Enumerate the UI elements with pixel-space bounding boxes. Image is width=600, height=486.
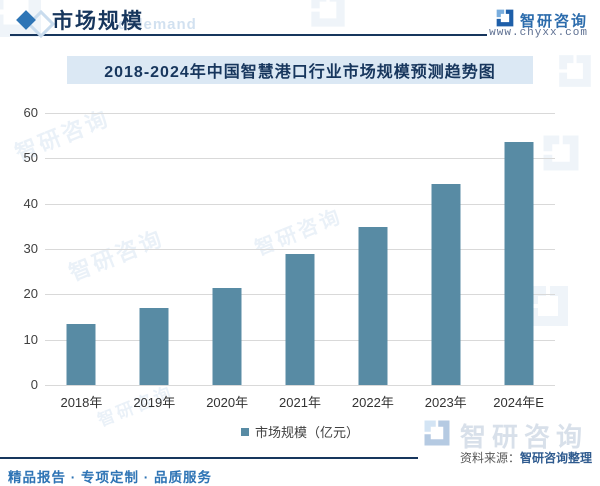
chart-title-band: 2018-2024年中国智慧港口行业市场规模预测趋势图 bbox=[67, 56, 533, 84]
plot-area bbox=[45, 113, 555, 386]
bar-2022年 bbox=[358, 227, 388, 385]
bar-column bbox=[191, 113, 264, 385]
footer-divider bbox=[0, 457, 418, 459]
gridline bbox=[45, 203, 555, 205]
brand-logo[interactable]: 智研咨询 bbox=[495, 8, 588, 33]
y-tick-label: 60 bbox=[23, 105, 38, 120]
brand-website-link[interactable]: www.chyxx.com bbox=[489, 27, 588, 39]
y-axis-labels: 0 10 20 30 40 50 60 bbox=[0, 105, 38, 392]
bar-column bbox=[45, 113, 118, 385]
x-tick-label: 2022年 bbox=[351, 395, 394, 410]
x-axis-labels: 2018年 2019年 2020年 2021年 2022年 2023年 2024年E bbox=[45, 392, 555, 411]
background-watermark-logo-icon bbox=[308, 0, 348, 35]
source-label: 资料来源： bbox=[459, 451, 520, 465]
y-tick-label: 40 bbox=[23, 195, 38, 211]
y-tick-label: 50 bbox=[23, 150, 38, 166]
bar-column bbox=[264, 113, 337, 385]
footer-motto: 精品报告 · 专项定制 · 品质服务 bbox=[8, 470, 212, 485]
bar-2024年E bbox=[504, 142, 534, 385]
bar-2021年 bbox=[285, 253, 315, 385]
y-tick-label: 30 bbox=[23, 241, 38, 256]
brand-name: 智研咨询 bbox=[519, 13, 588, 30]
legend-swatch bbox=[240, 427, 249, 436]
footer-watermark-text: 智研咨询 bbox=[459, 422, 588, 452]
bar-2018年 bbox=[66, 324, 96, 385]
chart-legend: 市场规模（亿元） bbox=[0, 422, 600, 441]
brand-logo-icon bbox=[495, 8, 515, 33]
x-tick-label: 2021年 bbox=[279, 395, 321, 410]
footer-watermark-logo-icon bbox=[422, 418, 452, 453]
header-watermark-text: d demand bbox=[118, 16, 197, 33]
x-tick-label: 2023年 bbox=[424, 395, 467, 410]
y-tick-label: 20 bbox=[23, 286, 38, 302]
x-tick-label: 2020年 bbox=[206, 395, 249, 410]
bar-column bbox=[336, 113, 409, 385]
bar-2019年 bbox=[139, 308, 169, 385]
gridline bbox=[45, 113, 555, 114]
y-tick-label: 0 bbox=[30, 377, 38, 392]
bar-column bbox=[482, 113, 555, 385]
footer-brand-watermark: 智研咨询 bbox=[422, 417, 588, 454]
legend-label: 市场规模（亿元） bbox=[254, 425, 359, 440]
data-source: 资料来源：智研咨询整理 bbox=[460, 449, 592, 466]
gridline bbox=[45, 385, 555, 386]
gridline bbox=[45, 249, 555, 250]
x-tick-label: 2024年E bbox=[493, 395, 544, 410]
gridline bbox=[45, 158, 555, 160]
bar-2023年 bbox=[431, 184, 461, 385]
header-divider bbox=[10, 34, 487, 36]
bar-column bbox=[118, 113, 191, 385]
x-tick-label: 2019年 bbox=[133, 395, 176, 410]
x-tick-label: 2018年 bbox=[60, 395, 103, 410]
chart-title: 2018-2024年中国智慧港口行业市场规模预测趋势图 bbox=[104, 64, 496, 81]
section-title: 市场规模 bbox=[52, 10, 144, 33]
bar-2020年 bbox=[212, 288, 242, 385]
y-tick-label: 10 bbox=[23, 331, 38, 347]
source-value: 智研咨询整理 bbox=[519, 451, 592, 465]
bar-column bbox=[409, 113, 482, 385]
background-watermark-logo-icon bbox=[556, 52, 594, 95]
